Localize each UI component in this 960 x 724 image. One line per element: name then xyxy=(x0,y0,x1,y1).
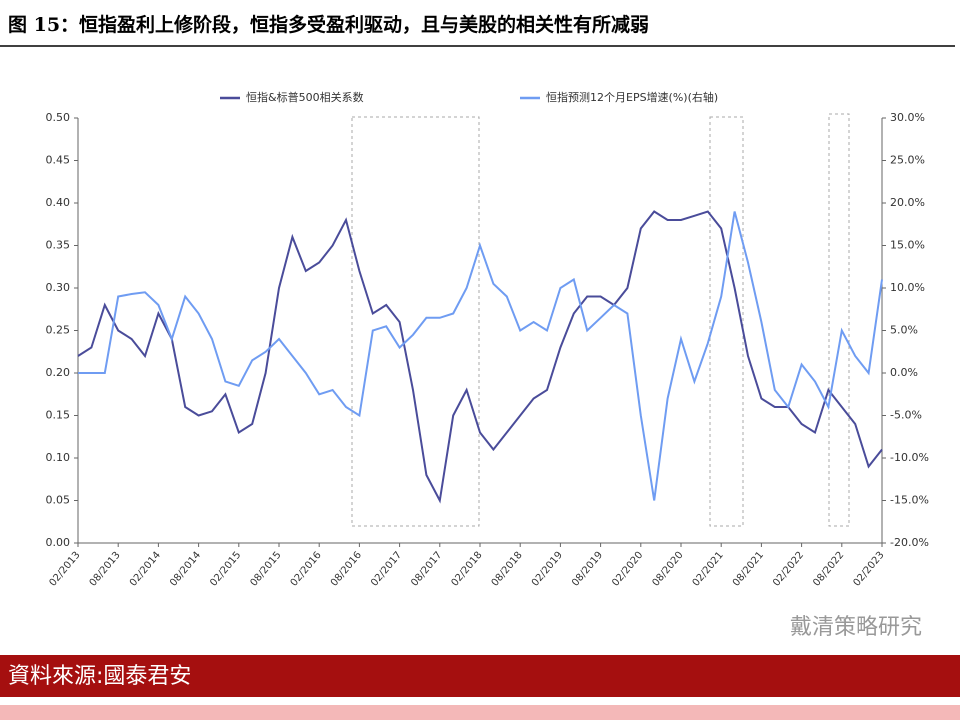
y2-tick-label: 20.0% xyxy=(890,196,925,209)
x-tick-label: 02/2016 xyxy=(289,550,324,589)
y-tick-label: 0.10 xyxy=(46,451,71,464)
y-tick-label: 0.20 xyxy=(46,366,71,379)
highlight-boxes xyxy=(351,113,850,527)
series-line xyxy=(78,211,883,501)
y-tick-label: 0.00 xyxy=(46,536,71,549)
x-tick-label: 08/2019 xyxy=(570,550,605,589)
y2-tick-label: 10.0% xyxy=(890,281,925,294)
x-tick-label: 08/2018 xyxy=(490,550,525,589)
x-tick-label: 08/2021 xyxy=(731,550,766,589)
x-tick-label: 08/2014 xyxy=(168,550,203,589)
x-tick-label: 02/2015 xyxy=(208,550,243,589)
x-tick-label: 08/2016 xyxy=(329,550,364,589)
x-tick-label: 02/2021 xyxy=(691,550,726,589)
x-tick-label: 02/2013 xyxy=(47,550,82,589)
y-tick-label: 0.45 xyxy=(46,154,71,167)
y-tick-label: 0.15 xyxy=(46,409,71,422)
x-tick-label: 02/2022 xyxy=(771,550,806,589)
x-tick-label: 02/2020 xyxy=(610,550,645,589)
legend-label: 恒指&标普500相关系数 xyxy=(246,90,364,104)
y-tick-label: 0.30 xyxy=(46,281,71,294)
y-tick-label: 0.40 xyxy=(46,196,71,209)
y2-tick-label: 0.0% xyxy=(890,366,918,379)
source: 資料來源:國泰君安 xyxy=(8,664,191,689)
x-tick-label: 08/2015 xyxy=(248,550,283,589)
x-tick-label: 02/2023 xyxy=(851,550,886,589)
footer-band xyxy=(0,705,960,720)
y2-tick-label: -20.0% xyxy=(890,536,929,549)
y2-tick-label: 5.0% xyxy=(890,324,918,337)
chart-title: 图 15：恒指盈利上修阶段，恒指多受盈利驱动，且与美股的相关性有所减弱 xyxy=(8,13,649,36)
y-tick-label: 0.05 xyxy=(46,494,71,507)
y2-tick-label: -15.0% xyxy=(890,494,929,507)
y2-tick-label: 30.0% xyxy=(890,111,925,124)
x-tick-label: 08/2017 xyxy=(409,550,444,589)
x-tick-label: 02/2018 xyxy=(449,550,484,589)
x-tick-label: 02/2019 xyxy=(530,550,565,589)
x-tick-label: 08/2013 xyxy=(88,550,123,589)
y2-tick-label: 25.0% xyxy=(890,154,925,167)
legend-label: 恒指预测12个月EPS增速(%)(右轴) xyxy=(546,90,718,104)
series-line xyxy=(77,210,883,504)
y-tick-label: 0.50 xyxy=(46,111,71,124)
x-tick-label: 02/2017 xyxy=(369,550,404,589)
x-tick-label: 02/2014 xyxy=(128,550,163,589)
y-tick-label: 0.35 xyxy=(46,239,71,252)
source-band xyxy=(0,655,960,697)
y-tick-label: 0.25 xyxy=(46,324,71,337)
y2-tick-label: -10.0% xyxy=(890,451,929,464)
x-tick-label: 08/2022 xyxy=(811,550,846,589)
watermark: 戴清策略研究 xyxy=(790,615,922,640)
x-tick-label: 08/2020 xyxy=(650,550,685,589)
y2-tick-label: -5.0% xyxy=(890,409,922,422)
y2-tick-label: 15.0% xyxy=(890,239,925,252)
